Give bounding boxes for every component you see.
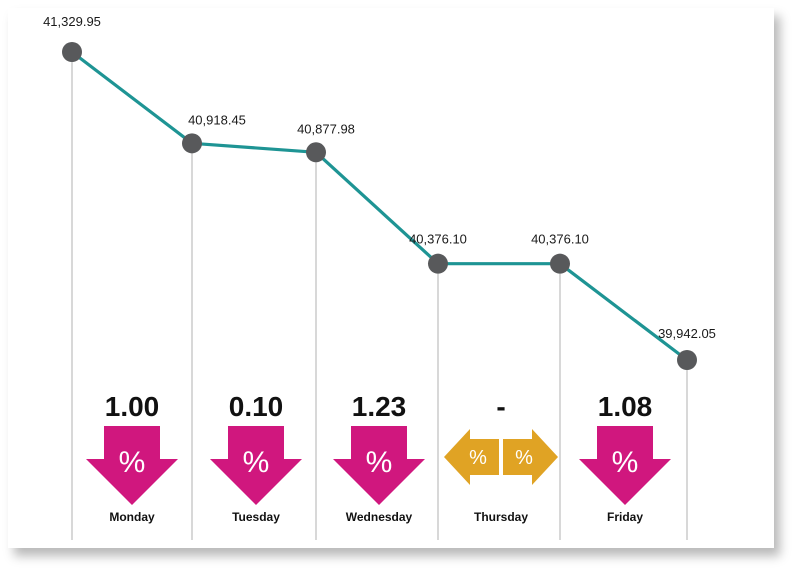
data-point-marker [677,350,697,370]
percent-symbol: % [243,446,270,479]
percent-symbol: % [612,446,639,479]
data-point-label: 39,942.05 [658,326,716,341]
data-point-marker [306,142,326,163]
day-label: Friday [607,510,643,524]
data-point-marker [62,42,82,62]
data-point-label: 41,329.95 [43,14,101,29]
down-arrow-icon [333,426,425,505]
data-point-marker [550,253,570,274]
day-panel-thursday: -% % Thursday [444,391,558,524]
day-label: Monday [109,510,155,524]
chart-card: 41,329.95 40,918.45 40,877.98 40,376.10 40,3… [8,8,774,548]
percent-change-value: 1.23 [352,391,407,422]
percent-symbol: % [366,446,393,479]
percent-change-value: - [496,391,505,422]
series-line [71,50,688,362]
day-panel-monday: 1.00% Monday [86,391,178,524]
index-line-chart: 41,329.95 40,918.45 40,877.98 40,376.10 40,3… [43,14,716,540]
markers [62,42,697,370]
day-panels: 1.00% Monday 0.10% Tuesday 1.23% Wednesday -%%… [86,391,671,524]
down-arrow-icon [579,426,671,505]
down-arrow-icon [210,426,302,505]
data-point-marker [428,253,448,274]
day-panel-tuesday: 0.10% Tuesday [210,391,302,524]
day-label: Thursday [474,510,528,524]
percent-symbol: % [469,447,487,469]
percent-symbol: % [119,446,146,479]
day-panel-wednesday: 1.23% Wednesday [333,391,425,524]
gridlines [71,52,688,540]
data-point-label: 40,877.98 [297,121,355,136]
percent-change-value: 0.10 [229,391,284,422]
right-arrow-icon [503,429,558,485]
data-point-label: 40,918.45 [188,112,246,127]
point-labels: 41,329.95 40,918.45 40,877.98 40,376.10 40,3… [43,14,716,341]
data-point-label: 40,376.10 [531,232,589,247]
down-arrow-icon [86,426,178,505]
data-point-marker [182,133,202,154]
percent-change-value: 1.08 [598,391,653,422]
left-arrow-icon [444,429,499,485]
series-line-layer [71,50,688,362]
data-point-label: 40,376.10 [409,232,467,247]
day-label: Wednesday [346,510,413,524]
day-label: Tuesday [232,510,280,524]
percent-change-value: 1.00 [105,391,160,422]
percent-symbol: % [515,447,533,469]
day-panel-friday: 1.08% Friday [579,391,671,524]
